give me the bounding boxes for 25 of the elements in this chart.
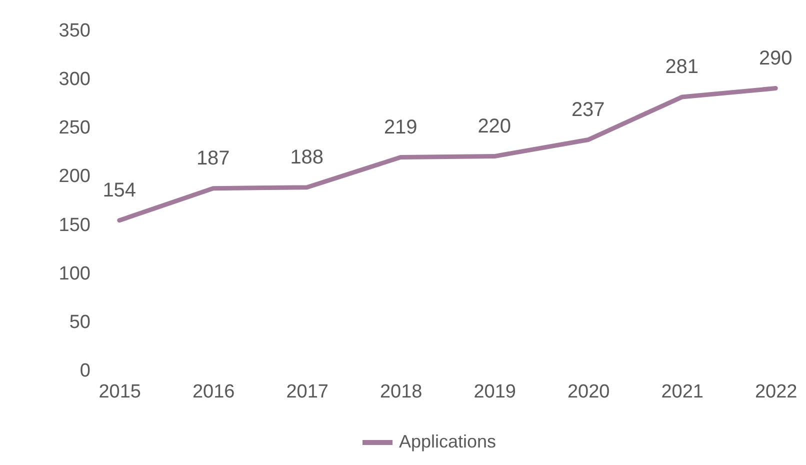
x-tick-label: 2017 [286, 382, 329, 402]
y-tick-label: 350 [58, 20, 90, 42]
legend-label: Applications [399, 432, 496, 452]
data-label: 220 [478, 115, 512, 138]
x-tick-label: 2018 [380, 382, 422, 402]
y-tick-label: 50 [69, 312, 90, 333]
x-tick-label: 2016 [192, 382, 235, 402]
x-tick-label: 2015 [98, 382, 142, 402]
y-tick-label: 0 [80, 360, 90, 382]
data-label: 281 [665, 56, 699, 78]
y-tick-label: 200 [58, 166, 90, 188]
x-tick-label: 2022 [754, 382, 798, 402]
data-label: 187 [196, 147, 230, 170]
data-label: 154 [102, 179, 136, 202]
y-tick-label: 150 [58, 214, 90, 236]
y-tick-label: 300 [58, 69, 90, 90]
x-tick-label: 2019 [474, 382, 516, 402]
data-label: 219 [384, 116, 418, 138]
y-tick-label: 250 [58, 118, 90, 139]
x-tick-label: 2021 [661, 382, 704, 402]
x-tick-label: 2020 [567, 382, 610, 402]
data-label: 188 [290, 146, 324, 168]
data-label: 290 [758, 47, 792, 70]
y-tick-label: 100 [58, 263, 90, 284]
data-label: 237 [571, 98, 605, 121]
